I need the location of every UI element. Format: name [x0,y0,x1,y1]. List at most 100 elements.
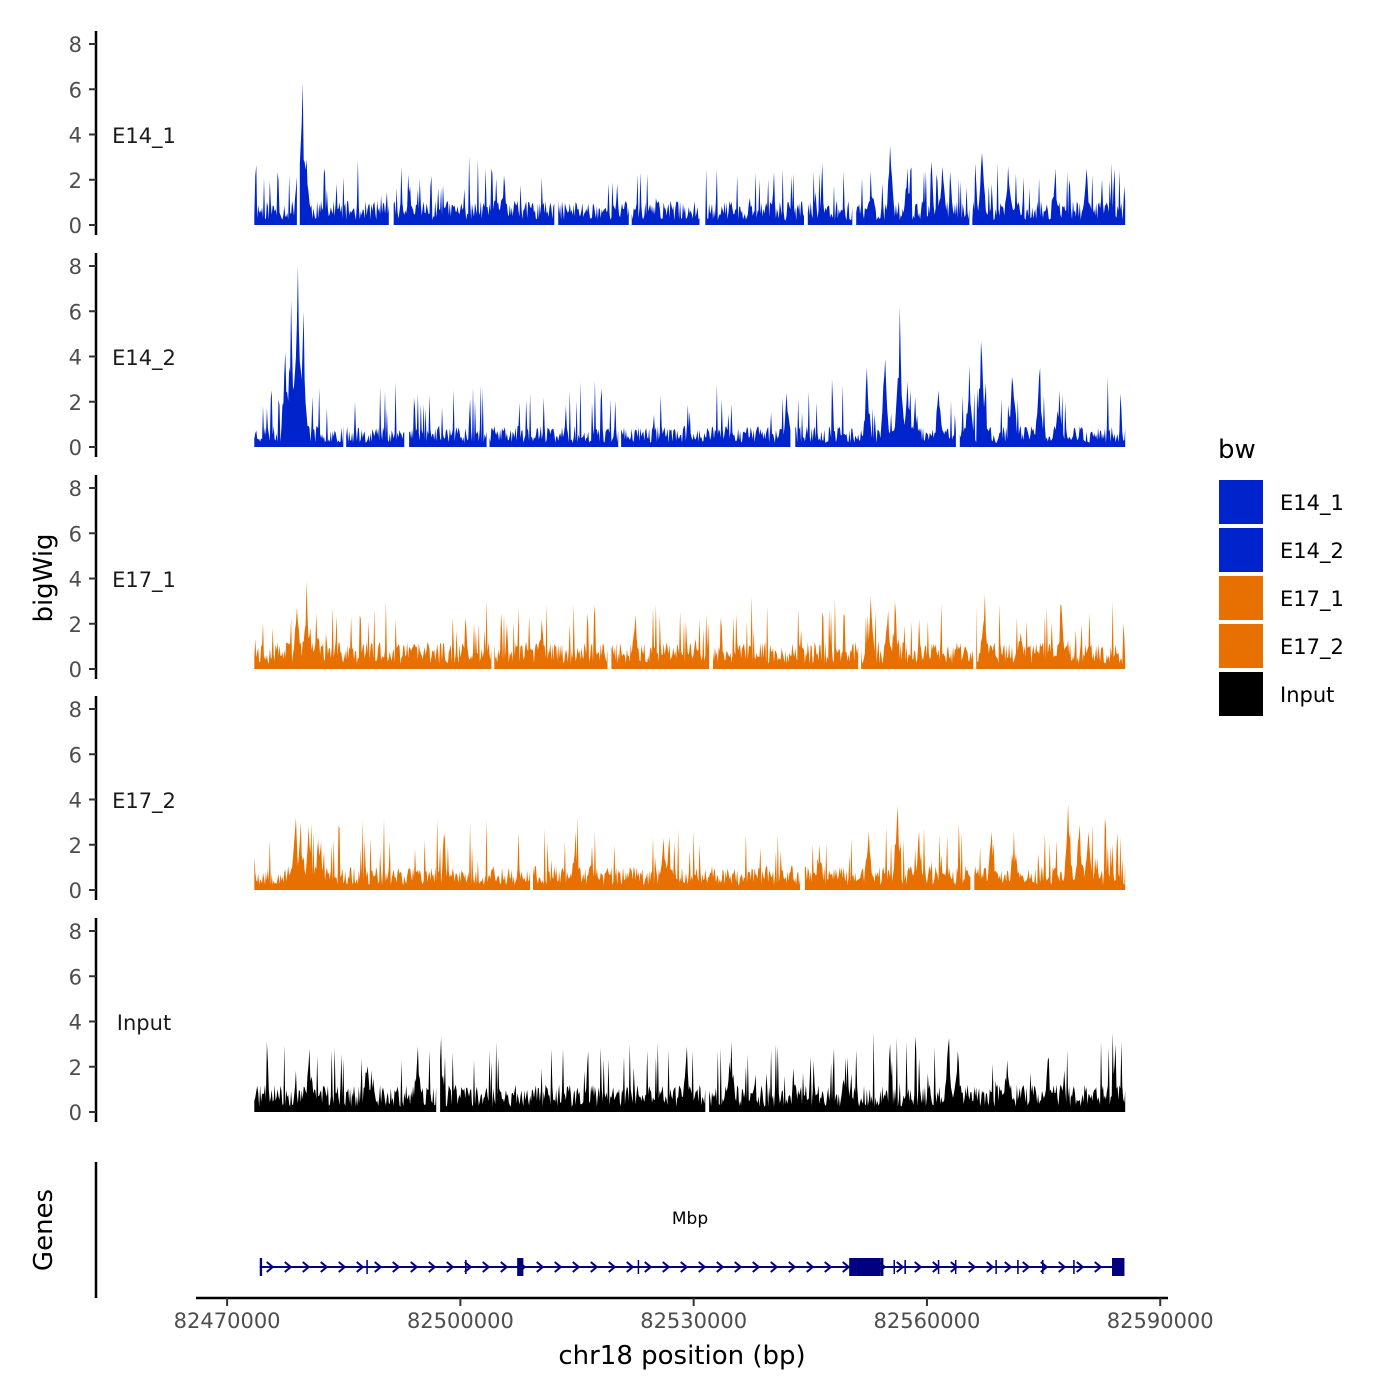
coverage-area [254,266,1126,447]
legend-swatch [1219,480,1263,524]
y-tick-label: 8 [69,477,82,501]
y-tick-label: 6 [69,300,82,324]
exon [904,1260,906,1274]
y-tick-label: 2 [69,1056,82,1080]
y-tick-label: 2 [69,834,82,858]
genes-label: Genes [29,1189,59,1271]
strand-arrow [644,1261,653,1273]
exon [1017,1260,1019,1274]
strand-arrow [320,1261,329,1273]
coverage-area [254,82,1126,225]
strand-arrow [1076,1261,1085,1273]
y-tick-label: 6 [69,78,82,102]
strand-arrow [806,1261,815,1273]
strand-arrow [338,1261,347,1273]
legend-title: bw [1218,435,1256,465]
exon [849,1258,857,1276]
y-tick-label: 4 [69,124,82,148]
strand-arrow [446,1261,455,1273]
strand-arrow [428,1261,437,1273]
y-tick-label: 0 [69,1101,82,1125]
y-tick-label: 0 [69,214,82,238]
track-label: E14_1 [112,124,176,149]
x-tick-label: 82590000 [1107,1309,1214,1333]
genes-panel: Genes Mbp [29,1162,1125,1298]
y-tick-label: 2 [69,391,82,415]
exon [259,1258,263,1276]
legend-label: E17_2 [1280,635,1344,660]
strand-arrow [464,1261,473,1273]
strand-arrow [626,1261,635,1273]
exon [893,1260,896,1274]
x-tick-label: 82560000 [873,1309,980,1333]
strand-arrow [590,1261,599,1273]
y-tick-label: 4 [69,1011,82,1035]
exon [856,1258,881,1276]
y-tick-label: 6 [69,743,82,767]
strand-arrow [698,1261,707,1273]
exon [1112,1258,1125,1276]
track-input: 0 2 4 6 8 Input [69,918,1126,1125]
strand-arrow [572,1261,581,1273]
exon [995,1260,997,1274]
strand-arrow [554,1261,563,1273]
strand-arrow [536,1261,545,1273]
y-tick-label: 4 [69,789,82,813]
y-tick-label: 8 [69,698,82,722]
y-tick-label: 4 [69,568,82,592]
y-tick-label: 8 [69,255,82,279]
y-tick-label: 4 [69,346,82,370]
y-tick-label: 2 [69,613,82,637]
legend-swatch [1219,528,1263,572]
strand-arrow [410,1261,419,1273]
strand-arrow [716,1261,725,1273]
strand-arrow [968,1261,977,1273]
track-e14-2: 0 2 4 6 8 E14_2 [69,253,1126,460]
exon [637,1260,640,1274]
strand-arrow [986,1261,995,1273]
y-tick-label: 6 [69,965,82,989]
track-e14-1: 0 2 4 6 8 E14_1 [69,31,1126,238]
strand-arrow [392,1261,401,1273]
legend-swatch [1219,624,1263,668]
track-e17-2: 0 2 4 6 8 E17_2 [69,696,1126,903]
strand-arrow [950,1261,959,1273]
y-tick-label: 8 [69,33,82,57]
y-tick-label: 2 [69,169,82,193]
legend-swatch [1219,672,1263,716]
strand-arrow [500,1261,509,1273]
exon [880,1258,884,1276]
x-axis-title: chr18 position (bp) [558,1341,805,1371]
x-tick-label: 82530000 [640,1309,747,1333]
strand-arrow [266,1261,275,1273]
legend-label: E17_1 [1280,587,1344,612]
coverage-area [254,1031,1126,1112]
legend-label: E14_1 [1280,491,1344,516]
strand-arrow [734,1261,743,1273]
strand-arrow [788,1261,797,1273]
y-tick-label: 0 [69,436,82,460]
exon [465,1260,467,1274]
y-tick-label: 6 [69,522,82,546]
x-axis: 82470000 82500000 82530000 82560000 82590000 [174,1296,1214,1333]
strand-arrow [824,1261,833,1273]
track-label: E17_2 [112,789,176,814]
strand-arrow [1094,1261,1103,1273]
strand-arrow [662,1261,671,1273]
strand-arrow [770,1261,779,1273]
gene-name-label: Mbp [672,1209,708,1229]
legend-swatch [1219,576,1263,620]
strand-arrow [284,1261,293,1273]
legend-label: E14_2 [1280,539,1344,564]
exon [1042,1260,1044,1274]
x-tick-label: 82500000 [407,1309,514,1333]
legend-label: Input [1280,683,1334,707]
track-e17-1: 0 2 4 6 8 E17_1 [69,475,1126,682]
exon [937,1260,940,1274]
track-label: Input [117,1011,171,1035]
strand-arrow [608,1261,617,1273]
strand-arrow [302,1261,311,1273]
strand-arrow [482,1261,491,1273]
strand-arrow [842,1261,851,1273]
